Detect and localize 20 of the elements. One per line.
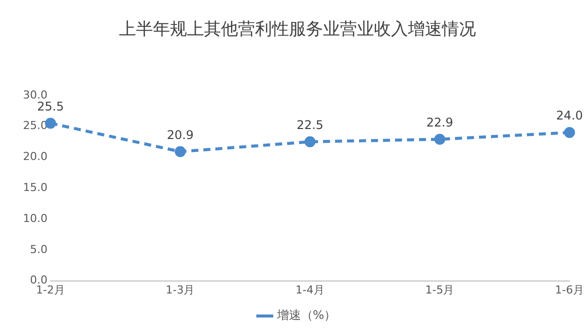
data-label: 24.0 — [556, 108, 583, 123]
data-label: 20.9 — [166, 128, 194, 142]
point — [174, 146, 186, 158]
point — [434, 134, 446, 145]
x-tick-label: 1-6月 — [555, 283, 584, 296]
data-label: 25.5 — [37, 99, 64, 114]
x-tick-label: 1-3月 — [166, 283, 195, 296]
legend-label: 增速（%） — [276, 308, 336, 322]
x-tick-label: 1-4月 — [296, 283, 324, 296]
data-label: 22.5 — [296, 118, 324, 132]
point — [564, 126, 576, 138]
y-tick-label: 10.0 — [22, 212, 48, 225]
chart-title: 上半年规上其他营利性服务业营业收入增速情况 — [119, 20, 476, 40]
point — [304, 136, 316, 148]
x-tick-label: 1-5月 — [425, 283, 454, 296]
y-tick-label: 20.0 — [22, 150, 48, 164]
y-tick-label: 5.0 — [30, 242, 48, 256]
y-tick-label: 15.0 — [22, 180, 48, 194]
y-tick-label: 30.0 — [22, 88, 48, 102]
data-label: 22.9 — [426, 115, 454, 130]
